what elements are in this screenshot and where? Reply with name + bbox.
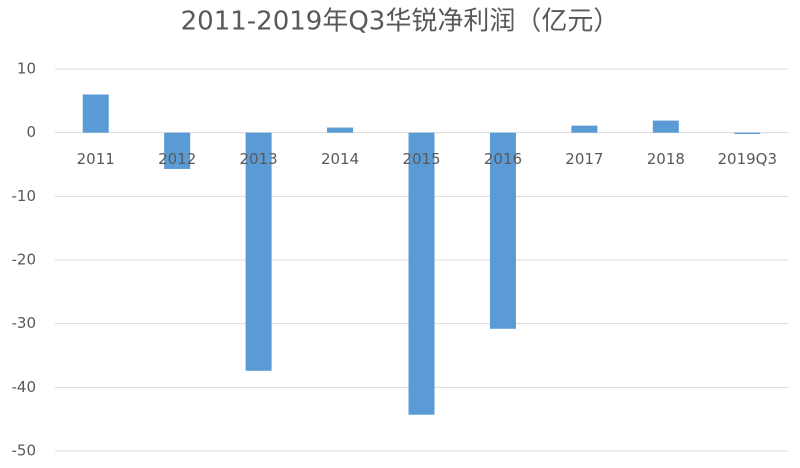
bar [82, 94, 109, 133]
y-tick-label: 0 [26, 123, 36, 141]
y-tick-label: -10 [12, 187, 37, 205]
bar [164, 132, 191, 169]
x-tick-label: 2014 [321, 150, 359, 168]
bar [245, 132, 272, 371]
bar [734, 132, 761, 134]
bar [489, 132, 516, 329]
x-tick-label: 2012 [158, 150, 196, 168]
bar [571, 125, 598, 133]
x-tick-label: 2013 [240, 150, 278, 168]
x-tick-label: 2015 [402, 150, 440, 168]
bar [327, 127, 354, 133]
bar [652, 120, 679, 133]
y-tick-label: -30 [12, 314, 37, 332]
x-tick-label: 2018 [647, 150, 685, 168]
y-tick-label: -50 [12, 442, 37, 460]
bar [408, 132, 435, 415]
y-tick-label: -20 [12, 251, 37, 269]
y-tick-label: -40 [12, 378, 37, 396]
x-tick-label: 2016 [484, 150, 522, 168]
x-tick-label: 2019Q3 [718, 150, 778, 168]
x-tick-label: 2011 [77, 150, 115, 168]
chart-title: 2011-2019年Q3华锐净利润（亿元） [181, 7, 620, 37]
x-tick-label: 2017 [565, 150, 603, 168]
y-tick-label: 10 [17, 60, 36, 78]
